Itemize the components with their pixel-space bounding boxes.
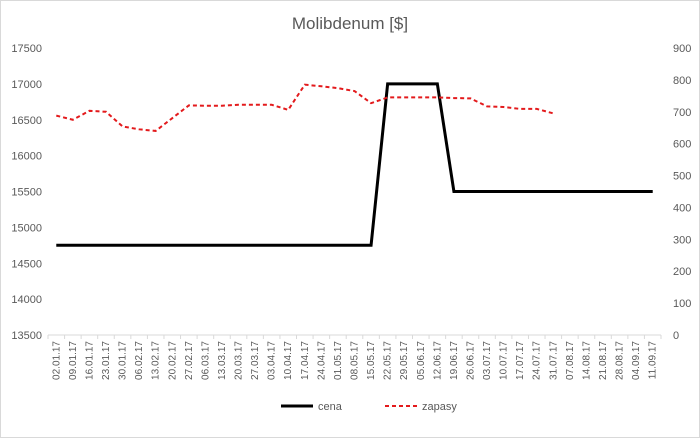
x-tick-label: 10.04.17 [283, 341, 294, 380]
x-tick-label: 09.01.17 [68, 341, 79, 380]
x-tick-label: 16.01.17 [84, 341, 95, 380]
x-tick-label: 05.06.17 [416, 341, 427, 380]
y-right-tick-label: 200 [673, 266, 691, 278]
y-left-tick-label: 17500 [11, 43, 42, 55]
y-right-tick-label: 800 [673, 75, 691, 87]
axes-layer: 13500 14000 14500 15000 15500 16000 16500 17000… [11, 43, 691, 380]
x-tick-label: 07.08.17 [565, 341, 576, 380]
y-right-tick-label: 100 [673, 298, 691, 310]
x-tick-label: 29.05.17 [399, 341, 410, 380]
x-tick-label: 06.02.17 [134, 341, 145, 380]
y-left-tick-label: 15500 [11, 187, 42, 199]
chart-title: Molibdenum [$] [292, 14, 408, 33]
x-tick-label: 24.04.17 [316, 341, 327, 380]
x-tick-label: 22.05.17 [383, 341, 394, 380]
x-tick-label: 28.08.17 [615, 341, 626, 380]
x-tick-label: 08.05.17 [350, 341, 361, 380]
x-tick-label: 24.07.17 [532, 341, 543, 380]
legend-label-cena: cena [318, 401, 343, 413]
x-tick-label: 21.08.17 [598, 341, 609, 380]
x-tick-label: 27.03.17 [250, 341, 261, 380]
x-tick-label: 14.08.17 [581, 341, 592, 380]
series-line-zapasy [56, 83, 554, 132]
x-tick-label: 15.05.17 [366, 341, 377, 380]
y-right-tick-label: 0 [673, 330, 679, 342]
x-tick-label: 04.09.17 [631, 341, 642, 380]
x-tick-label: 13.02.17 [151, 341, 162, 380]
x-tick-label: 06.03.17 [200, 341, 211, 380]
x-tick-label: 27.02.17 [184, 341, 195, 380]
y-left-tick-label: 17000 [11, 79, 42, 91]
x-tick-label: 19.06.17 [449, 341, 460, 380]
x-tick-label: 03.07.17 [482, 341, 493, 380]
x-tick-label: 30.01.17 [118, 341, 129, 380]
legend-label-zapasy: zapasy [422, 401, 457, 413]
y-right-tick-label: 300 [673, 234, 691, 246]
x-tick-label: 17.04.17 [300, 341, 311, 380]
x-tick-label: 23.01.17 [101, 341, 112, 380]
y-left-tick-label: 16500 [11, 115, 42, 127]
y-right-tick-label: 900 [673, 43, 691, 55]
x-tick-label: 12.06.17 [432, 341, 443, 380]
x-tick-label: 20.02.17 [167, 341, 178, 380]
y-left-tick-label: 15000 [11, 222, 42, 234]
x-tick-label: 03.04.17 [267, 341, 278, 380]
x-tick-label: 20.03.17 [234, 341, 245, 380]
y-left-tick-label: 14500 [11, 258, 42, 270]
x-tick-label: 02.01.17 [51, 341, 62, 380]
x-tick-label: 11.09.17 [648, 341, 659, 380]
y-right-tick-label: 700 [673, 107, 691, 119]
y-left-tick-label: 16000 [11, 151, 42, 163]
x-tick-label: 26.06.17 [465, 341, 476, 380]
x-tick-label: 13.03.17 [217, 341, 228, 380]
x-tick-label: 10.07.17 [499, 341, 510, 380]
y-right-tick-label: 400 [673, 202, 691, 214]
y-right-tick-label: 500 [673, 171, 691, 183]
legend: cena zapasy [281, 401, 457, 413]
x-tick-label: 17.07.17 [515, 341, 526, 380]
x-tick-label: 01.05.17 [333, 341, 344, 380]
series-line-cena [56, 82, 653, 247]
y-left-tick-label: 14000 [11, 294, 42, 306]
series-layer [56, 82, 653, 247]
y-right-tick-label: 600 [673, 139, 691, 151]
x-tick-label: 31.07.17 [548, 341, 559, 380]
y-left-tick-label: 13500 [11, 330, 42, 342]
